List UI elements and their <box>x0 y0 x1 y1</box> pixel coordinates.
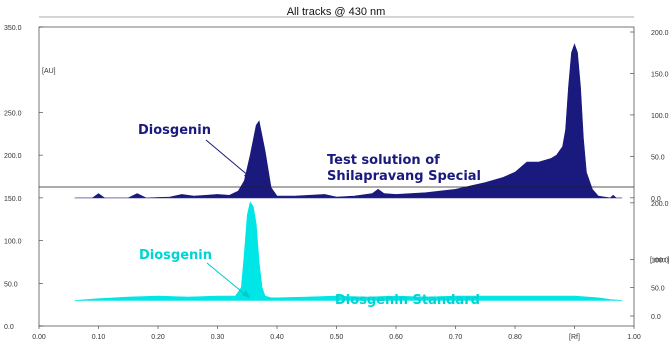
left-tick-label: 150.0 <box>4 196 22 203</box>
left-axis-ticks: 350.0 250.0 200.0 150.0 100.0 50.0 0.0 <box>4 25 43 331</box>
test-solution-trace <box>74 43 623 199</box>
annotation-standard-label: Diosgenin Standard <box>335 293 480 308</box>
left-tick-label: 50.0 <box>4 281 18 288</box>
arrow-diosgenin-test <box>205 139 251 178</box>
annotation-diosgenin-test: Diosgenin <box>138 123 211 138</box>
right-top-tick-label: 200.0 <box>651 30 669 37</box>
x-tick-label: 0.20 <box>151 334 165 341</box>
annotation-test-solution-line1: Test solution of <box>327 153 440 168</box>
standard-trace <box>74 201 623 301</box>
x-tick-label: 0.40 <box>270 334 284 341</box>
series-area-0 <box>74 43 623 199</box>
x-tick-label: 0.50 <box>330 334 344 341</box>
series-area-1 <box>74 201 623 301</box>
x-tick-label: 0.60 <box>389 334 403 341</box>
x-tick-label: [Rf] <box>569 334 580 341</box>
arrow-diosgenin-standard <box>206 262 248 297</box>
arrowhead-diosgenin-test <box>244 171 252 179</box>
x-tick-label: 0.10 <box>92 334 106 341</box>
right-bottom-tick-label: 0.0 <box>651 314 661 321</box>
x-axis-ticks: 0.00 0.10 0.20 0.30 0.40 0.50 0.60 0.70 0.80 [Rf]… <box>32 326 641 341</box>
arrowhead-diosgenin-standard <box>242 290 250 298</box>
right-bottom-tick-label: 100.0 <box>651 257 669 264</box>
right-bottom-tick-label: 200.0 <box>651 201 669 208</box>
right-axis-unit: [ mm ] <box>650 257 669 264</box>
x-tick-label: 1.00 <box>627 334 641 341</box>
annotation-test-solution-line2: Shilapravang Special <box>327 169 481 184</box>
right-top-tick-label: 100.0 <box>651 113 669 120</box>
left-tick-label: 0.0 <box>4 324 14 331</box>
right-axis-bottom-ticks: 200.0 100.0 50.0 0.0 <box>630 201 669 321</box>
right-top-tick-label: 0.0 <box>651 196 661 203</box>
right-top-tick-label: 150.0 <box>651 71 669 78</box>
left-tick-label: 350.0 <box>4 25 22 32</box>
chart-title: All tracks @ 430 nm <box>287 6 386 18</box>
left-tick-label: 100.0 <box>4 239 22 246</box>
right-bottom-tick-label: 50.0 <box>651 286 665 293</box>
annotation-diosgenin-standard: Diosgenin <box>139 248 212 263</box>
right-top-tick-label: 50.0 <box>651 154 665 161</box>
x-tick-label: 0.70 <box>449 334 463 341</box>
left-axis-unit: [AU] <box>42 68 56 75</box>
right-axis-top-ticks: 200.0 150.0 100.0 50.0 0.0 <box>630 30 669 203</box>
left-tick-label: 250.0 <box>4 110 22 117</box>
x-tick-label: 0.80 <box>508 334 522 341</box>
x-tick-label: 0.30 <box>211 334 225 341</box>
x-tick-label: 0.00 <box>32 334 46 341</box>
left-tick-label: 200.0 <box>4 153 22 160</box>
